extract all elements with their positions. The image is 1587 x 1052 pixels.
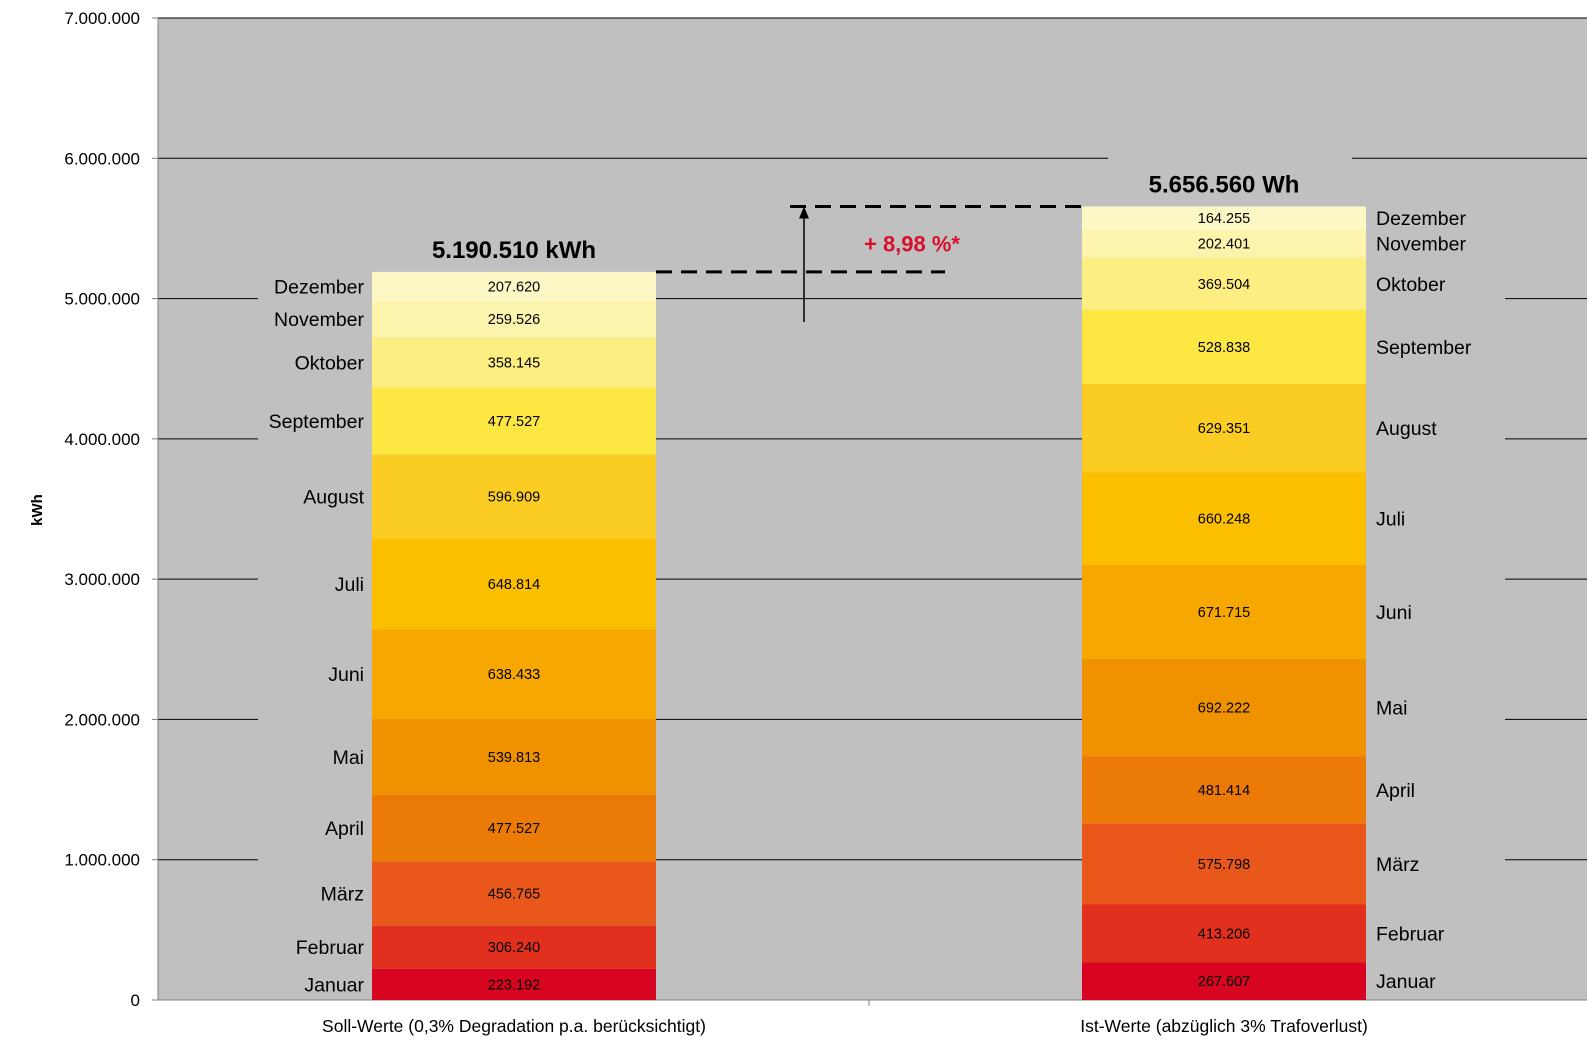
- data-label: 413.206: [1198, 926, 1250, 942]
- y-axis-label: kWh: [29, 494, 46, 526]
- bar-segment: [372, 337, 656, 388]
- data-label: 164.255: [1198, 211, 1250, 227]
- data-label: 671.715: [1198, 605, 1250, 621]
- month-label: April: [1376, 780, 1415, 802]
- month-label: November: [1376, 234, 1466, 256]
- month-label: August: [303, 486, 364, 508]
- bar-segment: [372, 794, 656, 862]
- arrow-head: [799, 206, 809, 219]
- data-label: 358.145: [488, 356, 540, 372]
- bar-segment: [1082, 659, 1366, 757]
- data-label: 638.433: [488, 667, 540, 683]
- y-tick-label: 0: [131, 991, 140, 1010]
- month-label: Mai: [333, 747, 364, 769]
- bars: 223.192 Januar 306.240 Februar 456.765 März 47…: [269, 171, 1472, 1000]
- month-label: Dezember: [1376, 208, 1466, 230]
- month-label: November: [274, 309, 364, 331]
- month-label: Januar: [304, 974, 364, 996]
- y-tick-label: 2.000.000: [64, 710, 140, 729]
- data-label: 660.248: [1198, 512, 1250, 528]
- data-label: 692.222: [1198, 701, 1250, 717]
- month-label: April: [325, 818, 364, 840]
- bar-segment: [1082, 823, 1366, 905]
- bar-segment: [372, 387, 656, 455]
- category-label: Soll-Werte (0,3% Degradation p.a. berück…: [322, 1016, 706, 1036]
- bar-segment: [372, 925, 656, 969]
- data-label: 477.527: [488, 821, 540, 837]
- month-label: Februar: [296, 937, 365, 959]
- y-tick-label: 6.000.000: [64, 149, 140, 168]
- data-label: 259.526: [488, 312, 540, 328]
- bar-segment: [372, 271, 656, 301]
- bar-segment: [372, 968, 656, 1000]
- gridlines: [158, 17, 1587, 861]
- data-label: 648.814: [488, 577, 540, 593]
- y-tick-label: 7.000.000: [64, 9, 140, 28]
- month-label: März: [1376, 854, 1419, 876]
- data-label: 202.401: [1198, 237, 1250, 253]
- y-tick-label: 1.000.000: [64, 851, 140, 870]
- data-label: 575.798: [1198, 857, 1250, 873]
- data-label: 528.838: [1198, 340, 1250, 356]
- data-label: 477.527: [488, 414, 540, 430]
- category-label: Ist-Werte (abzüglich 3% Trafoverlust): [1080, 1016, 1368, 1036]
- bar-segment: [1082, 309, 1366, 384]
- month-label: Februar: [1376, 923, 1445, 945]
- data-label: 539.813: [488, 750, 540, 766]
- bar-segment: [1082, 383, 1366, 473]
- percent-annotation: + 8,98 %*: [864, 231, 960, 256]
- y-tick-label: 4.000.000: [64, 430, 140, 449]
- bar-segment: [372, 629, 656, 719]
- bar-segment: [372, 718, 656, 795]
- bar-segment: [1082, 472, 1366, 565]
- bar-segment: [1082, 962, 1366, 1000]
- bar-segment: [372, 454, 656, 539]
- bar-segment: [1082, 904, 1366, 963]
- month-label: Januar: [1376, 971, 1436, 993]
- month-label: März: [321, 884, 364, 906]
- bar-segment: [1082, 564, 1366, 660]
- bar-segment: [1082, 257, 1366, 310]
- data-label: 481.414: [1198, 783, 1250, 799]
- bar-segment: [372, 538, 656, 630]
- month-label: Oktober: [1376, 274, 1446, 296]
- data-label: 267.607: [1198, 974, 1250, 990]
- month-label: Juni: [1376, 602, 1412, 624]
- bar-segment: [372, 300, 656, 338]
- data-label: 207.620: [488, 279, 540, 295]
- data-label: 306.240: [488, 940, 540, 956]
- y-axis-ticks: 0 1.000.000 2.000.000 3.000.000 4.000.000 5.0…: [64, 9, 158, 1010]
- total-label: 5.190.510 kWh: [432, 237, 596, 264]
- month-label: Juni: [328, 664, 364, 686]
- bar-segment: [1082, 206, 1366, 230]
- y-tick-label: 5.000.000: [64, 290, 140, 309]
- month-label: Oktober: [295, 353, 365, 375]
- x-axis-labels: Soll-Werte (0,3% Degradation p.a. berück…: [322, 1016, 1368, 1036]
- bar-segment: [1082, 756, 1366, 824]
- bar-segment: [1082, 229, 1366, 258]
- month-label: Dezember: [274, 276, 364, 298]
- month-label: Juli: [335, 574, 364, 596]
- month-label: September: [269, 411, 365, 433]
- annotation-group: + 8,98 %*: [656, 204, 1082, 322]
- data-label: 223.192: [488, 977, 540, 993]
- month-label: August: [1376, 418, 1437, 440]
- data-label: 629.351: [1198, 421, 1250, 437]
- y-tick-label: 3.000.000: [64, 570, 140, 589]
- month-label: Juli: [1376, 509, 1405, 531]
- total-label: 5.656.560 Wh: [1149, 171, 1300, 198]
- data-label: 369.504: [1198, 277, 1250, 293]
- month-label: Mai: [1376, 698, 1407, 720]
- data-label: 456.765: [488, 887, 540, 903]
- data-label: 596.909: [488, 489, 540, 505]
- month-label: September: [1376, 337, 1472, 359]
- bar-segment: [372, 861, 656, 926]
